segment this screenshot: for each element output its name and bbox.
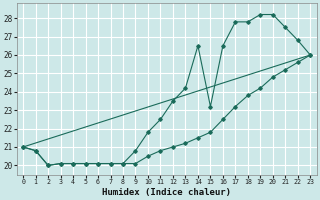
X-axis label: Humidex (Indice chaleur): Humidex (Indice chaleur)	[102, 188, 231, 197]
